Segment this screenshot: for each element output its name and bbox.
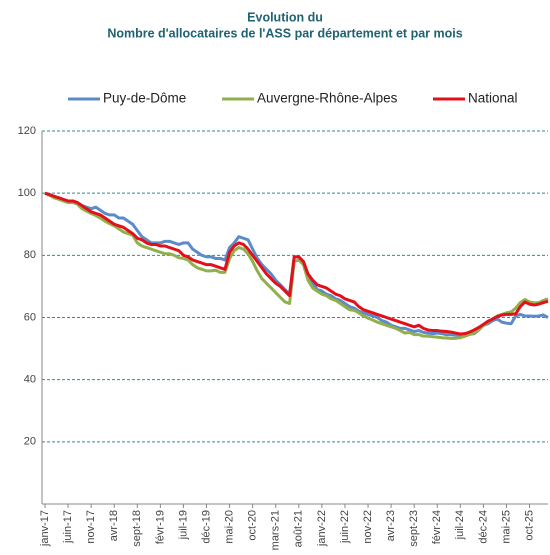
- x-tick-label: janv-22: [316, 510, 328, 547]
- x-tick-label: sept-18: [131, 510, 143, 547]
- legend-label: Auvergne-Rhône-Alpes: [257, 91, 398, 106]
- x-tick-label: avr-18: [108, 510, 120, 541]
- x-tick-label: juin-17: [62, 510, 74, 544]
- x-tick-label: déc-24: [477, 510, 489, 544]
- x-tick-label: nov-17: [85, 510, 97, 544]
- x-tick-label: mars-21: [270, 510, 282, 550]
- series-line: [44, 191, 549, 340]
- legend-label: Puy-de-Dôme: [103, 91, 186, 106]
- x-tick-label: juil-19: [177, 510, 189, 540]
- y-tick-label: 120: [18, 125, 36, 137]
- x-tick-label: avr-23: [385, 510, 397, 541]
- y-tick-label: 100: [18, 187, 36, 199]
- x-tick-label: sept-23: [408, 510, 420, 547]
- chart-title: Evolution du: [247, 10, 323, 24]
- x-tick-label: juin-22: [339, 510, 351, 544]
- x-tick-label: oct-25: [523, 510, 535, 541]
- x-tick-label: févr-24: [431, 510, 443, 544]
- x-tick-label: nov-22: [362, 510, 374, 544]
- x-tick-label: janv-17: [39, 510, 51, 547]
- series-line: [44, 191, 549, 337]
- y-tick-label: 60: [24, 311, 36, 323]
- x-tick-label: mai-25: [500, 510, 512, 544]
- x-tick-label: oct-20: [247, 510, 259, 541]
- x-tick-label: déc-19: [200, 510, 212, 544]
- series-line: [44, 191, 549, 336]
- chart-title: Nombre d'allocataires de l'ASS par dépar…: [107, 26, 462, 40]
- y-tick-label: 80: [24, 249, 36, 261]
- y-tick-label: 40: [24, 374, 36, 386]
- x-tick-label: août-21: [293, 510, 305, 547]
- y-tick-label: 20: [24, 436, 36, 448]
- x-tick-label: juil-24: [454, 510, 466, 540]
- x-tick-label: mai-20: [223, 510, 235, 544]
- x-tick-label: févr-19: [154, 510, 166, 544]
- legend-label: National: [468, 91, 518, 106]
